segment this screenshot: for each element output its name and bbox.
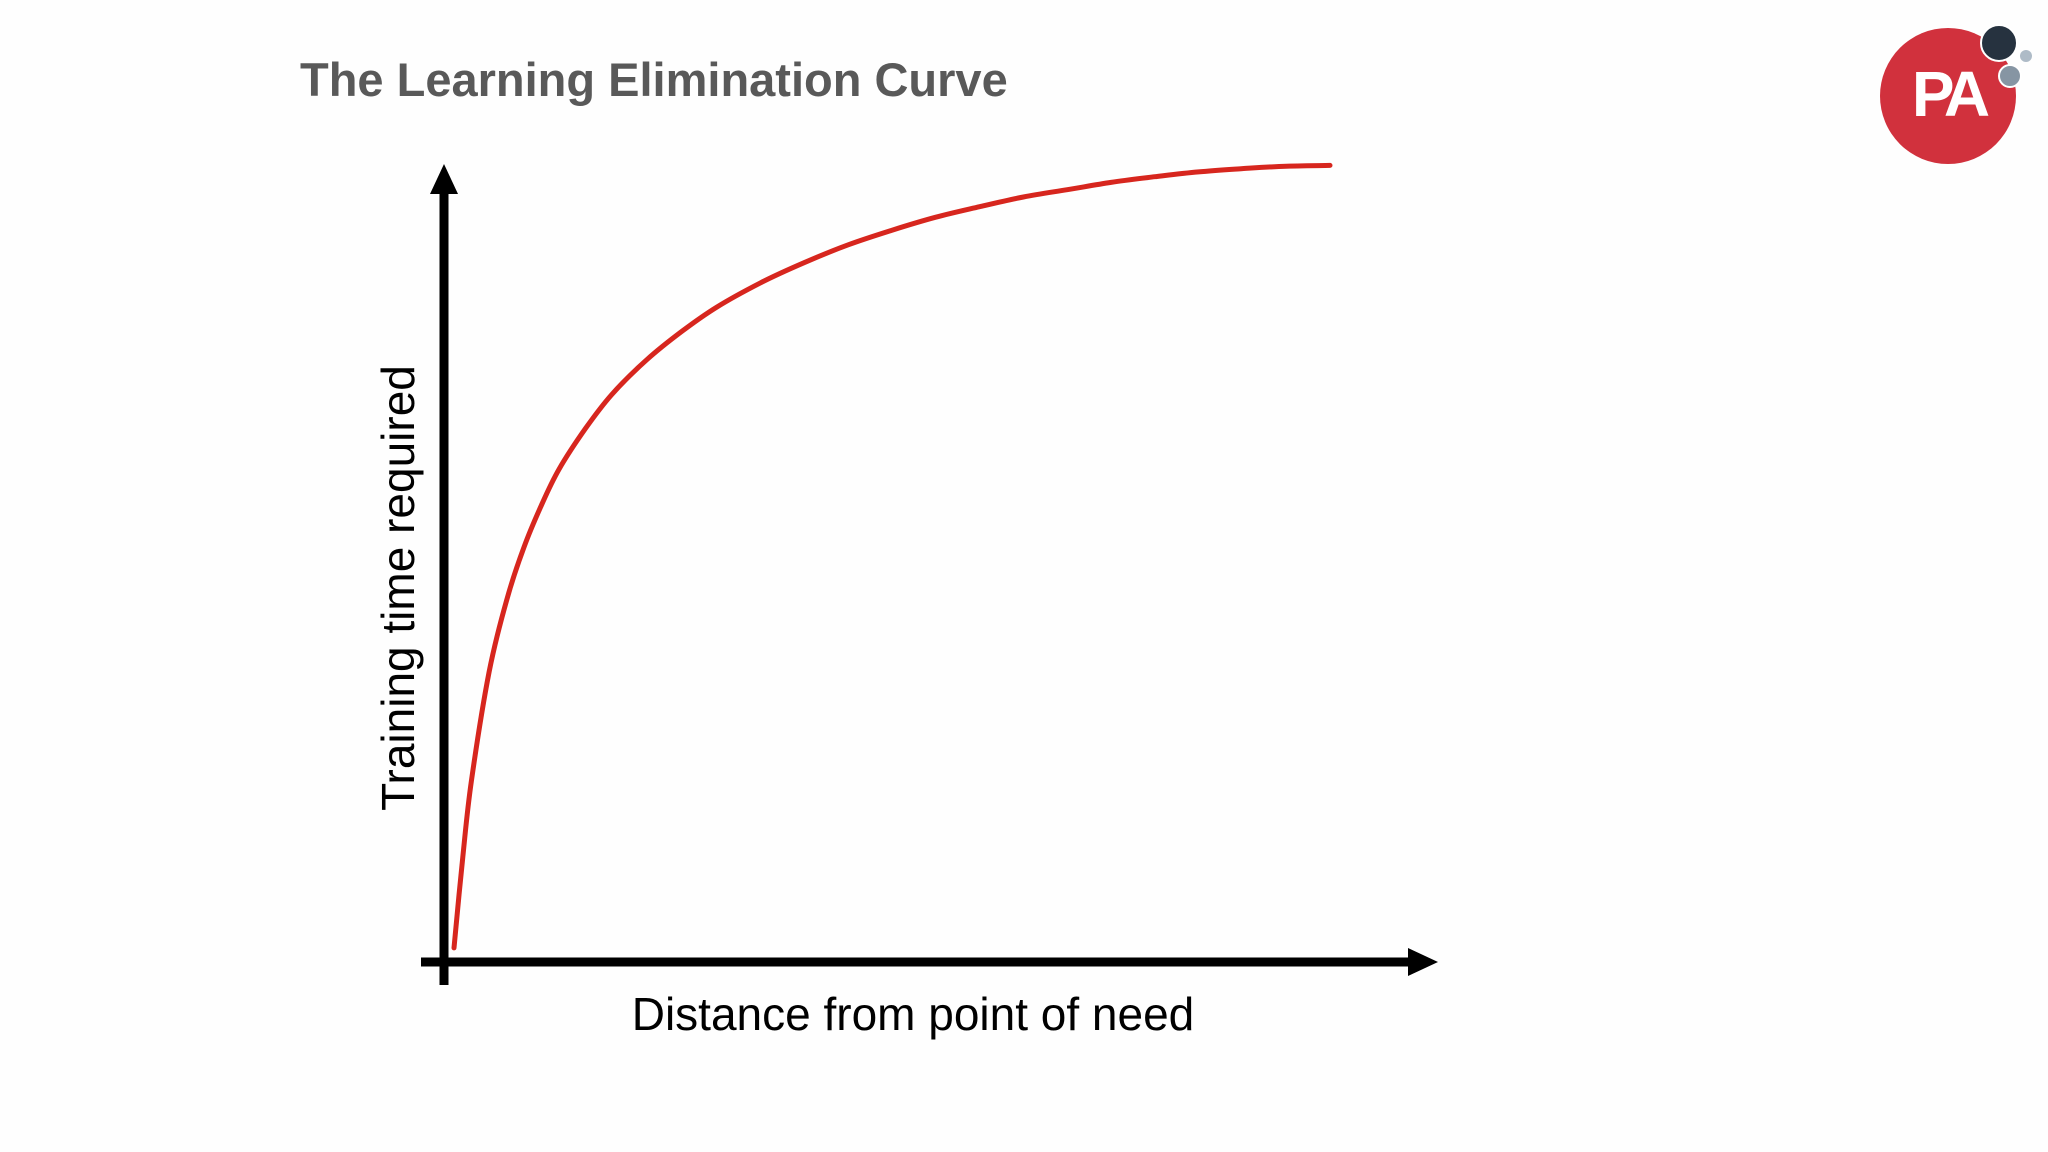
logo-dot-large [1980,24,2018,62]
x-axis-arrowhead [1408,948,1438,976]
y-axis-arrowhead [430,164,458,194]
logo-dot-medium [1998,64,2022,88]
logo-dot-small [2020,50,2032,62]
y-axis-label: Training time required [372,365,424,811]
pa-logo: PA [1876,20,2036,170]
slide-title: The Learning Elimination Curve [300,53,1008,106]
series-line-curve [451,162,1333,951]
x-axis-label: Distance from point of need [632,988,1195,1040]
logo-text: PA [1911,58,1990,130]
